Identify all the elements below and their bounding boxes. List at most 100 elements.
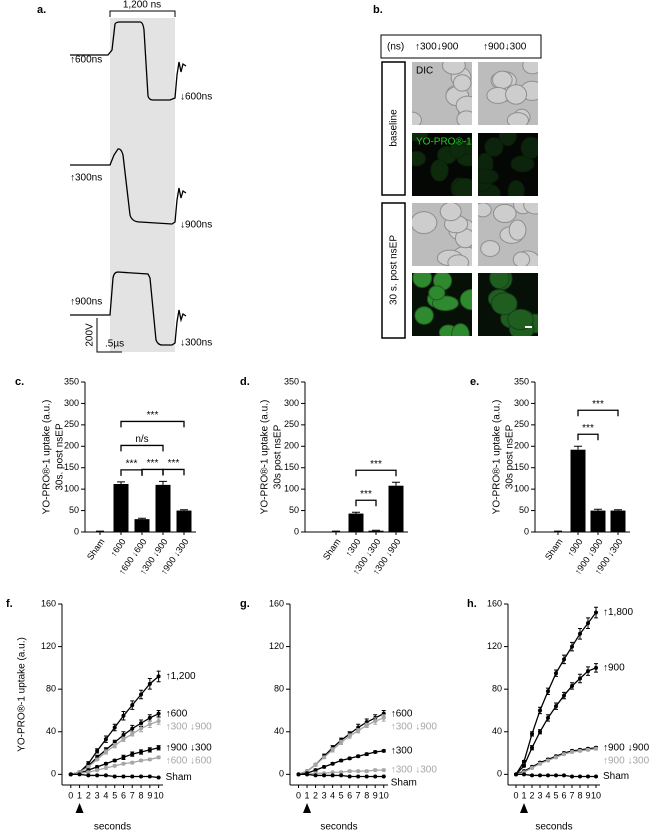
series-label: ↑900 ↓900	[603, 742, 650, 753]
cell	[412, 133, 429, 142]
cell	[449, 141, 467, 159]
row-label: 30 s. post nsEP	[389, 235, 400, 305]
cell	[489, 273, 510, 290]
x-tick-label: 10	[379, 790, 389, 800]
point	[130, 774, 135, 779]
point	[77, 772, 82, 777]
y-tick-label: 80	[46, 684, 56, 694]
significance-label: ***	[147, 410, 159, 421]
series-label: ↑300 ↓900	[166, 721, 213, 732]
bar	[590, 510, 606, 532]
channel-label: DIC	[416, 66, 433, 77]
point	[121, 732, 126, 737]
point	[86, 770, 91, 775]
point	[121, 737, 126, 742]
point	[147, 747, 152, 752]
point	[95, 768, 100, 773]
cells	[412, 62, 472, 125]
x-tick-label: 7	[130, 790, 135, 800]
point	[330, 773, 335, 778]
cell	[498, 133, 517, 147]
cell	[451, 323, 470, 336]
duration-bracket	[109, 10, 176, 17]
cell	[452, 177, 472, 196]
point	[578, 774, 582, 779]
x-tick-label: 10	[154, 790, 164, 800]
point	[112, 763, 117, 768]
point	[562, 773, 566, 778]
column-label: ↑900↓300	[483, 42, 527, 53]
y-tick-label: 40	[274, 726, 284, 736]
point	[570, 749, 574, 754]
series-label: ↑1,200	[166, 671, 196, 682]
y-axis-title: YO-PRO®-1 uptake (a.u.)	[42, 400, 53, 515]
y-axis-title: YO-PRO®-1 uptake (a.u.)	[492, 400, 503, 515]
cell	[507, 308, 534, 331]
significance-bracket	[120, 420, 185, 428]
series-label: ↑300 ↓900	[391, 721, 438, 732]
x-tick-label: 4	[330, 790, 335, 800]
y-tick-label: 0	[51, 769, 56, 779]
scale-voltage: 200V	[85, 323, 96, 347]
waveform	[70, 148, 187, 225]
image-scale-bar	[525, 326, 532, 328]
point	[530, 773, 534, 778]
cell	[505, 84, 528, 105]
x-axis-title: seconds	[320, 822, 357, 833]
point	[373, 719, 378, 724]
waveform	[70, 21, 187, 101]
point	[554, 755, 558, 760]
stimulus-arrow	[303, 803, 312, 813]
y-tick-label: 200	[64, 441, 79, 451]
point	[95, 773, 100, 778]
point	[139, 726, 144, 731]
y-tick-label: 160	[487, 598, 502, 608]
y-tick-label: 120	[41, 641, 56, 651]
point	[86, 764, 91, 769]
point	[578, 631, 582, 636]
significance-label: ***	[147, 458, 159, 469]
point	[594, 610, 598, 615]
cell	[506, 112, 529, 125]
x-tick-label: 1	[305, 790, 310, 800]
cell	[510, 155, 535, 173]
row-label: baseline	[389, 109, 400, 147]
y-tick-label: 200	[284, 441, 299, 451]
point	[356, 728, 361, 733]
x-tick-label: 0	[513, 790, 518, 800]
cell	[478, 168, 499, 184]
y-axis-title: 30s. post nsEP	[55, 423, 66, 491]
point	[554, 773, 558, 778]
significance-bracket	[120, 444, 164, 452]
point	[147, 722, 152, 727]
y-tick-label: 50	[289, 505, 299, 515]
series-label: ↑600	[391, 708, 413, 719]
point	[530, 731, 534, 736]
y-tick-label: 100	[64, 484, 79, 494]
x-tick-label: 6	[121, 790, 126, 800]
point	[112, 725, 117, 730]
x-tick-label: 9	[147, 790, 152, 800]
point	[530, 765, 534, 770]
panel-label: g.	[240, 598, 250, 610]
series-label: ↑900	[603, 663, 625, 674]
point	[586, 774, 590, 779]
point	[554, 671, 558, 676]
point	[347, 756, 352, 761]
point	[322, 773, 327, 778]
series-label: ↑600	[166, 708, 188, 719]
cells	[412, 273, 472, 336]
x-tick-label: 9	[585, 790, 590, 800]
point	[538, 773, 542, 778]
point	[339, 773, 344, 778]
point	[121, 774, 126, 779]
bar	[176, 510, 192, 532]
point	[356, 774, 361, 779]
point	[364, 752, 369, 757]
x-tick-label: 0	[296, 790, 301, 800]
point	[347, 774, 352, 779]
point	[130, 760, 135, 765]
error-bar	[138, 517, 146, 520]
point	[103, 765, 108, 770]
